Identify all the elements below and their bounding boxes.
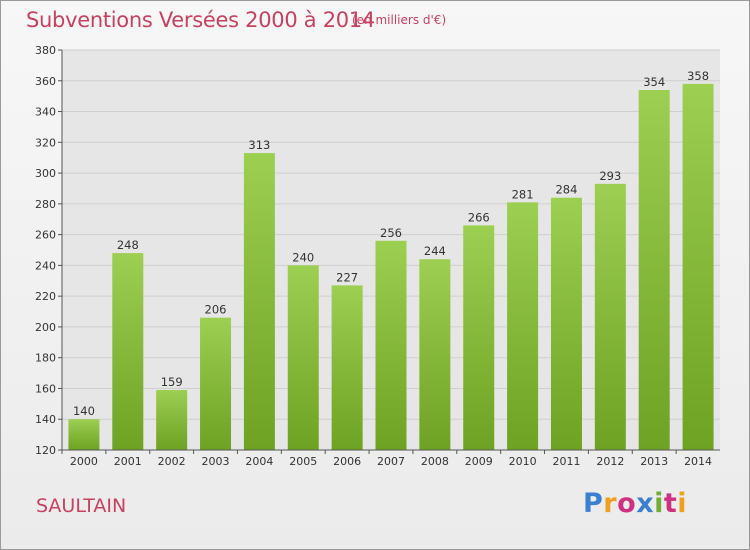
bar-2009 (463, 225, 495, 450)
y-tick-label: 220 (35, 290, 56, 303)
x-axis: 2000 2001 2002 2003 2004 2005 2006 2007 2008 2009… (61, 449, 720, 468)
value-label-2001: 248 (117, 238, 139, 252)
x-tick-label-2002: 2002 (158, 455, 186, 468)
x-tick-label-2013: 2013 (640, 455, 668, 468)
x-tick-label-2001: 2001 (114, 455, 142, 468)
logo-letter: o (617, 488, 637, 519)
x-tick-label-2004: 2004 (245, 455, 273, 468)
x-tick-label-2009: 2009 (465, 455, 493, 468)
bar-2014 (682, 83, 714, 450)
bar-2004 (243, 153, 275, 451)
bar-2011 (550, 197, 582, 450)
y-tick-label: 380 (35, 44, 56, 57)
bar-2002 (156, 390, 188, 450)
logo-letter: P (583, 488, 604, 519)
bar-2001 (112, 253, 144, 450)
x-tick-label-2003: 2003 (202, 455, 230, 468)
value-label-2002: 159 (161, 375, 183, 389)
y-axis: 120 140 160 180 200 220 240 260 280 300 320 340 360 3… (35, 44, 63, 457)
x-tick-label-2007: 2007 (377, 455, 405, 468)
y-tick-label: 300 (35, 167, 56, 180)
x-tick-label-2000: 2000 (70, 455, 98, 468)
value-label-2005: 240 (292, 250, 314, 264)
value-label-2006: 227 (336, 270, 358, 284)
value-label-2003: 206 (205, 303, 227, 317)
y-tick-label: 120 (35, 444, 56, 457)
value-label-2011: 284 (555, 183, 577, 197)
y-tick-label: 280 (35, 198, 56, 211)
bar-2010 (507, 202, 539, 450)
bar-2000 (68, 419, 100, 450)
x-tick-label-2005: 2005 (289, 455, 317, 468)
bar-2003 (200, 317, 232, 450)
commune-name: SAULTAIN (36, 495, 127, 517)
x-tick-label-2011: 2011 (552, 455, 580, 468)
value-label-2013: 354 (643, 75, 665, 89)
x-tick-label-2010: 2010 (509, 455, 537, 468)
x-tick-label-2012: 2012 (596, 455, 624, 468)
y-tick-label: 200 (35, 321, 56, 334)
value-label-2000: 140 (73, 404, 95, 418)
logo-letter: t (663, 488, 678, 519)
chart-title: Subventions Versées 2000 à 2014 (26, 8, 375, 32)
y-tick-label: 260 (35, 229, 56, 242)
logo-letter: r (603, 488, 618, 519)
x-tick-label-2014: 2014 (684, 455, 712, 468)
bar-2007 (375, 240, 407, 450)
value-label-2012: 293 (599, 169, 621, 183)
y-tick-label: 180 (35, 352, 56, 365)
chart-unit: (en milliers d'€) (352, 13, 447, 27)
logo-letter: x (636, 488, 655, 519)
x-tick-label-2006: 2006 (333, 455, 361, 468)
y-tick-label: 320 (35, 136, 56, 149)
bar-2013 (638, 90, 670, 450)
y-tick-label: 340 (35, 106, 56, 119)
proxiti-logo: Proxiti (583, 488, 687, 519)
bar-2012 (594, 183, 626, 450)
logo-letter: i (677, 488, 688, 519)
value-label-2007: 256 (380, 226, 402, 240)
bar-2008 (419, 259, 451, 450)
value-label-2004: 313 (248, 138, 270, 152)
value-label-2010: 281 (512, 187, 534, 201)
y-tick-label: 360 (35, 75, 56, 88)
y-tick-label: 140 (35, 413, 56, 426)
y-tick-label: 240 (35, 259, 56, 272)
y-tick-label: 160 (35, 382, 56, 395)
x-tick-label-2008: 2008 (421, 455, 449, 468)
logo-letter: i (654, 488, 664, 519)
value-label-2009: 266 (468, 210, 490, 224)
bar-2006 (331, 285, 363, 450)
bar-2005 (287, 265, 319, 450)
value-label-2014: 358 (687, 69, 709, 83)
value-label-2008: 244 (424, 244, 446, 258)
bars: 140 248 159 206 313 240 227 256 244 266 281 284 293 3… (68, 69, 714, 451)
